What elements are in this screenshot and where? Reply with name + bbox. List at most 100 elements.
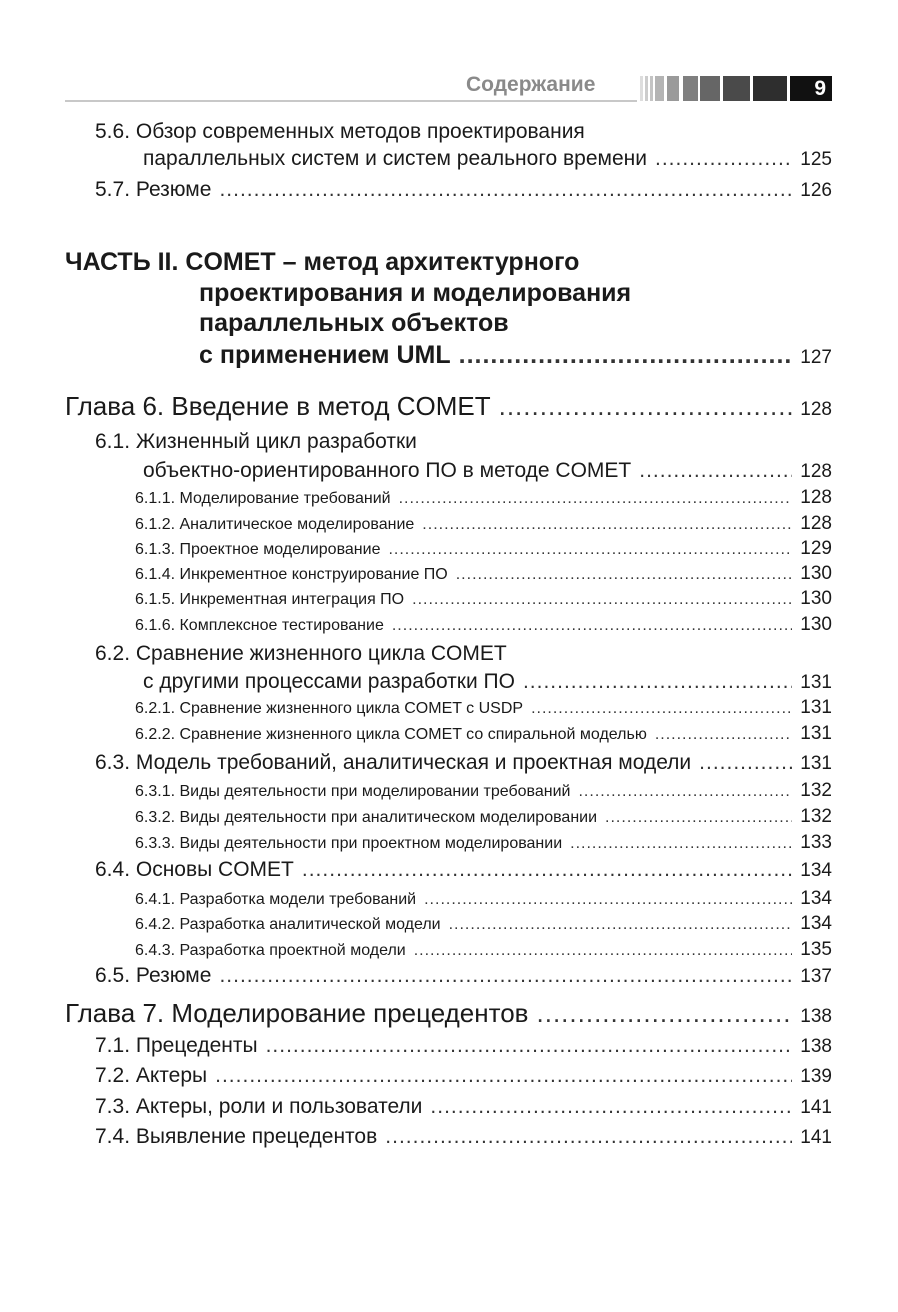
toc-entry[interactable]: 6.3.2. Виды деятельности при аналитическ… [135,806,832,828]
toc-entry-title: 7.2. Актеры [95,1064,208,1087]
toc-entry[interactable]: 6.2.1. Сравнение жизненного цикла COMET … [135,697,832,719]
toc-entry-title: 6.2. Сравнение жизненного цикла COMET [95,642,507,665]
toc-page-number: 134 [800,912,832,934]
toc-page-number: 131 [800,696,832,718]
toc-page-number: 131 [800,672,832,693]
toc-entry[interactable]: 5.7. Резюме.............................… [95,178,832,202]
toc-entry-title: 7.4. Выявление прецедентов [95,1125,378,1148]
toc-entry-title: Глава 7. Моделирование прецедентов [65,998,529,1028]
toc-entry[interactable]: 7.2. Актеры.............................… [95,1064,832,1088]
toc-page-number: 130 [800,562,832,584]
toc-entry[interactable]: 6.1.2. Аналитическое моделирование......… [135,513,832,535]
toc-entry[interactable]: 6.3. Модель требований, аналитическая и … [95,751,832,775]
toc-entry-line: 5.6. Обзор современных методов проектиро… [95,120,585,144]
toc-entry-title: 6.4.3. Разработка проектной модели [135,941,406,959]
toc-entry[interactable]: 6.2.2. Сравнение жизненного цикла COMET … [135,723,832,745]
toc-entry-title: 6.4.1. Разработка модели требований [135,890,417,908]
toc-entry[interactable]: с применением UML.......................… [199,341,832,370]
toc-entry-title: с другими процессами разработки ПО [143,670,515,693]
dot-leader: ........................................… [430,1095,793,1118]
toc-page-number: 137 [800,966,832,987]
toc-entry[interactable]: 6.1.3. Проектное моделирование..........… [135,538,832,560]
toc-page-number: 131 [800,753,832,774]
toc-entry-line: 6.2. Сравнение жизненного цикла COMET [95,642,507,666]
toc-page-number: 127 [800,347,832,368]
header-bar-segment [640,76,643,101]
toc-entry[interactable]: Глава 6. Введение в метод COMET.........… [65,391,832,422]
toc-entry-title: 6.1. Жизненный цикл разработки [95,430,417,453]
toc-entry-title: 7.1. Прецеденты [95,1034,258,1057]
header-bar-segment [723,76,750,101]
toc-entry[interactable]: 6.4.3. Разработка проектной модели......… [135,939,832,961]
toc-page-number: 139 [800,1066,832,1087]
toc-entry-title: с применением UML [199,341,451,369]
toc-entry[interactable]: объектно-ориентированного ПО в методе CO… [143,459,832,483]
toc-entry-title: 6.1.5. Инкрементная интеграция ПО [135,590,405,608]
dot-leader: ........................................… [388,540,793,558]
toc-entry-title: 6.1.1. Моделирование требований [135,489,391,507]
toc-page-number: 135 [800,938,832,960]
toc-entry[interactable]: 6.1.1. Моделирование требований.........… [135,487,832,509]
toc-entry[interactable]: 6.1.4. Инкрементное конструирование ПО..… [135,563,832,585]
toc-entry-line: параллельных объектов [199,309,509,338]
toc-page-number: 132 [800,779,832,801]
toc-page-number: 128 [800,399,832,420]
toc-entry-title: 6.5. Резюме [95,964,212,987]
page-number: 9 [790,76,832,101]
dot-leader: ........................................… [413,941,793,959]
dot-leader: ........................................… [578,782,792,800]
toc-page-number: 138 [800,1006,832,1027]
dot-leader: ........................................… [391,616,793,634]
toc-entry[interactable]: 6.5. Резюме.............................… [95,964,832,988]
toc-entry[interactable]: с другими процессами разработки ПО......… [143,670,832,694]
header-bar-segment [753,76,787,101]
toc-entry[interactable]: 6.4. Основы COMET.......................… [95,858,832,882]
dot-leader: ........................................… [422,515,793,533]
header-bar-segment [667,76,679,101]
running-header-title: Содержание [466,73,596,96]
toc-entry-title: 7.3. Актеры, роли и пользователи [95,1095,423,1118]
dot-leader: ........................................… [522,670,792,693]
dot-leader: ........................................… [455,565,793,583]
toc-page-number: 131 [800,722,832,744]
toc-page-number: 141 [800,1127,832,1148]
toc-entry-title: 6.3.2. Виды деятельности при аналитическ… [135,808,598,826]
toc-entry-title: 6.3.3. Виды деятельности при проектном м… [135,834,563,852]
dot-leader: ........................................… [219,178,793,201]
toc-entry-title: 6.1.6. Комплексное тестирование [135,616,384,634]
dot-leader: ........................................… [570,834,792,852]
toc-entry[interactable]: 7.4. Выявление прецедентов..............… [95,1125,832,1149]
toc-entry[interactable]: Глава 7. Моделирование прецедентов......… [65,998,832,1029]
toc-entry[interactable]: 6.4.1. Разработка модели требований.....… [135,888,832,910]
toc-entry[interactable]: параллельных систем и систем реального в… [143,147,832,171]
toc-entry[interactable]: 6.4.2. Разработка аналитической модели..… [135,913,832,935]
dot-leader: ........................................… [531,699,793,717]
toc-entry[interactable]: 7.3. Актеры, роли и пользователи........… [95,1095,832,1119]
toc-page-number: 134 [800,860,832,881]
toc-page-number: 130 [800,587,832,609]
dot-leader: ........................................… [654,725,792,743]
toc-page-number: 128 [800,461,832,482]
toc-entry-title: 5.7. Резюме [95,178,212,201]
toc-page-number: 125 [800,149,832,170]
toc-entry[interactable]: 7.1. Прецеденты.........................… [95,1034,832,1058]
toc-page-number: 128 [800,512,832,534]
dot-leader: ........................................… [398,489,793,507]
toc-entry-line: 6.1. Жизненный цикл разработки [95,430,417,454]
dot-leader: ........................................… [265,1034,793,1057]
toc-entry-line: проектирования и моделирования [199,279,631,308]
toc-entry[interactable]: 6.3.3. Виды деятельности при проектном м… [135,832,832,854]
toc-entry[interactable]: 6.1.5. Инкрементная интеграция ПО.......… [135,588,832,610]
dot-leader: ........................................… [448,915,793,933]
toc-entry[interactable]: 6.1.6. Комплексное тестирование.........… [135,614,832,636]
toc-entry-title: 6.1.2. Аналитическое моделирование [135,515,415,533]
toc-entry[interactable]: 6.3.1. Виды деятельности при моделирован… [135,780,832,802]
toc-entry-title: 6.4.2. Разработка аналитической модели [135,915,441,933]
toc-page-number: 138 [800,1036,832,1057]
toc-entry-title: параллельных объектов [199,309,509,337]
toc-entry-title: 6.2.1. Сравнение жизненного цикла COMET … [135,699,524,717]
header-rule [65,100,637,102]
dot-leader: ........................................… [605,808,792,826]
dot-leader: ........................................… [424,890,793,908]
header-bar-segment [650,76,653,101]
